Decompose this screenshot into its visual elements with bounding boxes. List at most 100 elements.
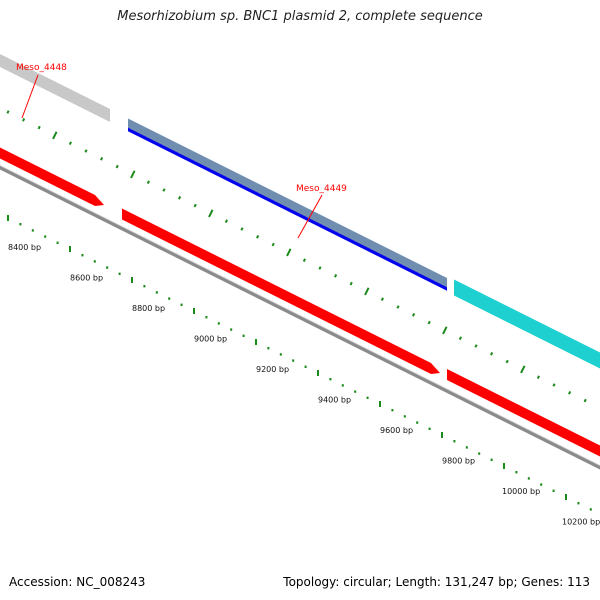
inner-minor-tick xyxy=(217,322,220,325)
inner-minor-tick xyxy=(230,328,233,331)
bp-tick-label: 9000 bp xyxy=(194,335,227,344)
bp-tick-label: 9200 bp xyxy=(256,365,289,374)
inner-minor-tick xyxy=(180,303,183,306)
outer-major-tick xyxy=(520,365,526,374)
bp-tick-label: 8800 bp xyxy=(132,304,165,313)
inner-minor-tick xyxy=(168,297,171,300)
inner-major-tick xyxy=(441,432,443,438)
outer-minor-tick xyxy=(37,125,41,130)
outer-major-tick xyxy=(52,131,58,140)
outer-minor-tick xyxy=(458,336,462,340)
gene-labels[interactable]: Meso_4448 Meso_4449 xyxy=(16,63,347,239)
outer-major-tick xyxy=(286,248,292,257)
inner-minor-tick xyxy=(577,502,580,505)
inner-minor-tick xyxy=(292,359,295,362)
inner-major-tick xyxy=(503,463,505,469)
inner-minor-tick xyxy=(143,285,146,288)
gene-segment-meso-4449-inner[interactable] xyxy=(128,127,447,291)
bp-tick-label: 8400 bp xyxy=(8,243,41,252)
gene-segment-meso-4448[interactable] xyxy=(0,49,110,122)
inner-minor-tick xyxy=(329,378,332,381)
outer-minor-tick xyxy=(100,157,104,161)
inner-minor-tick xyxy=(540,483,543,486)
inner-minor-tick xyxy=(453,440,456,443)
inner-major-tick xyxy=(565,494,567,500)
outer-minor-tick xyxy=(583,398,587,403)
inner-minor-tick xyxy=(242,334,245,337)
inner-minor-tick xyxy=(428,427,431,430)
inner-minor-tick xyxy=(366,396,369,399)
inner-major-tick xyxy=(193,308,195,314)
inner-major-tick xyxy=(7,215,9,221)
outer-minor-tick xyxy=(536,375,540,379)
topology-summary: Topology: circular; Length: 131,247 bp; … xyxy=(283,575,590,589)
outer-minor-tick xyxy=(256,235,260,239)
sequence-backbone xyxy=(0,165,600,470)
inner-major-tick xyxy=(255,339,257,345)
inner-minor-tick xyxy=(403,415,406,418)
inner-minor-tick xyxy=(205,316,208,319)
inner-minor-tick xyxy=(589,508,592,511)
inner-minor-tick xyxy=(527,477,530,480)
outer-major-tick xyxy=(208,209,214,218)
inner-minor-tick xyxy=(279,353,282,356)
map-title: Mesorhizobium sp. BNC1 plasmid 2, comple… xyxy=(117,9,483,24)
outer-minor-tick xyxy=(380,297,384,301)
inner-minor-tick xyxy=(304,365,307,368)
bp-tick-label: 10000 bp xyxy=(502,487,540,496)
cds-arrow-meso-4449[interactable] xyxy=(122,208,440,375)
inner-minor-tick xyxy=(416,421,419,424)
outer-minor-tick xyxy=(505,359,509,364)
outer-minor-tick xyxy=(334,274,338,278)
outer-minor-tick xyxy=(224,219,228,223)
gene-segment-next[interactable] xyxy=(454,279,600,374)
outer-minor-tick xyxy=(271,242,275,247)
inner-minor-tick xyxy=(391,409,394,412)
gene-label-leader xyxy=(21,74,39,119)
cds-arrow-next[interactable] xyxy=(447,369,600,462)
outer-minor-tick xyxy=(115,164,119,169)
outer-minor-tick xyxy=(396,305,400,309)
outer-minor-tick xyxy=(6,110,10,114)
gene-segment-meso-4449[interactable] xyxy=(128,118,447,291)
inner-minor-tick xyxy=(31,229,34,232)
outer-minor-tick xyxy=(412,313,416,317)
outer-minor-tick xyxy=(568,391,572,395)
bp-tick-label: 8600 bp xyxy=(70,274,103,283)
inner-minor-tick xyxy=(19,223,22,226)
outer-major-tick xyxy=(130,170,136,179)
bp-tick-label: 9600 bp xyxy=(380,426,413,435)
inner-minor-tick xyxy=(341,384,344,387)
cds-arrow-meso-4448[interactable] xyxy=(0,143,104,207)
inner-minor-tick xyxy=(478,452,481,455)
inner-minor-tick xyxy=(118,272,121,275)
outer-minor-tick xyxy=(552,383,556,387)
inner-minor-tick xyxy=(515,471,518,474)
outer-minor-tick xyxy=(162,188,166,192)
outer-minor-tick xyxy=(474,344,478,348)
outer-minor-tick xyxy=(427,320,431,325)
inner-minor-tick xyxy=(552,489,555,492)
outer-minor-tick xyxy=(146,180,150,184)
inner-minor-tick xyxy=(44,235,47,238)
inner-major-tick xyxy=(69,246,71,252)
inner-minor-tick xyxy=(490,458,493,461)
outer-major-tick xyxy=(364,287,370,296)
gene-label-meso-4448[interactable]: Meso_4448 xyxy=(16,63,67,73)
inner-minor-tick xyxy=(81,254,84,257)
outer-minor-tick xyxy=(22,118,26,122)
inner-minor-tick xyxy=(56,241,59,244)
bp-tick-label: 10200 bp xyxy=(562,518,600,527)
feature-tracks xyxy=(0,49,600,462)
outer-major-tick xyxy=(442,326,448,335)
inner-tick-row: 8400 bp 8600 bp 8800 bp 9000 bp 9200 bp 9400 … xyxy=(7,215,600,527)
sequence-backbone-highlight xyxy=(0,164,600,467)
inner-minor-tick xyxy=(106,266,109,269)
inner-minor-tick xyxy=(465,446,468,449)
inner-major-tick xyxy=(317,370,319,376)
gene-label-meso-4449[interactable]: Meso_4449 xyxy=(296,184,347,194)
outer-minor-tick xyxy=(84,149,88,153)
inner-minor-tick xyxy=(267,347,270,350)
outer-minor-tick xyxy=(193,203,197,208)
